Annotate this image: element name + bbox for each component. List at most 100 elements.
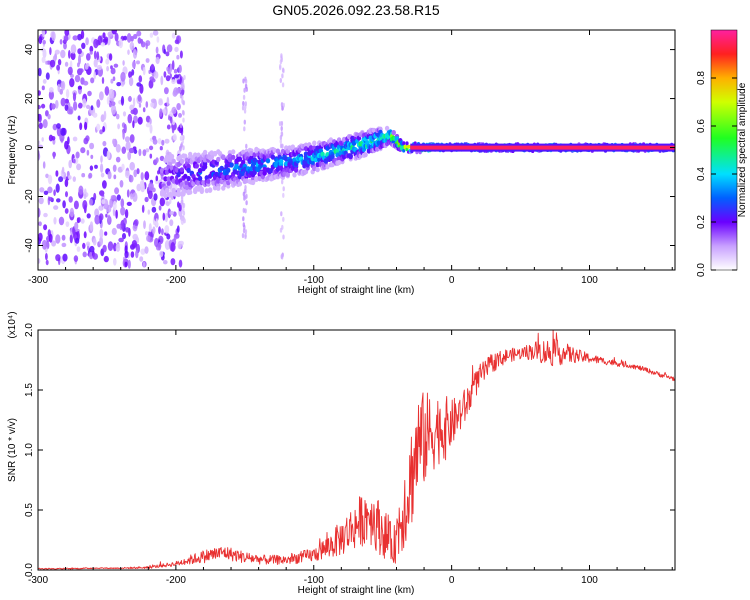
spectrogram-cell — [336, 159, 342, 166]
spectrogram-cell — [56, 64, 60, 71]
snr-series-line — [38, 330, 675, 570]
spectrogram-cell — [89, 198, 93, 206]
spectrogram-cell — [219, 165, 224, 171]
spectrogram-cell — [177, 201, 180, 208]
spectrogram-cell — [281, 179, 284, 185]
spectrogram-cell — [48, 87, 54, 93]
spectrogram-cell — [244, 178, 249, 184]
spectrogram-cell — [116, 223, 122, 229]
spectrogram-cell — [323, 158, 329, 164]
spectrogram-cell — [196, 180, 201, 186]
spectrogram-cell — [100, 163, 104, 173]
spectrogram-cell — [169, 210, 175, 216]
spectrogram-cell — [226, 174, 231, 180]
spectrogram-cell — [145, 231, 149, 236]
spectrogram-cell — [106, 96, 110, 105]
spectrogram-cell — [89, 50, 93, 55]
spectrogram-cell — [312, 140, 317, 146]
spectrogram-cell — [38, 90, 41, 96]
spectrogram-cell — [107, 31, 113, 37]
spectrogram-cell — [136, 82, 142, 87]
spectrogram-cell — [152, 138, 158, 145]
spectrogram-cell — [81, 42, 86, 49]
spectrogram-cell — [153, 193, 158, 201]
spectrogram-cell — [171, 158, 176, 164]
spectrogram-cell — [111, 227, 117, 236]
spectrogram-cell — [47, 114, 51, 120]
spectrogram-cell — [114, 32, 119, 42]
spectrogram-cell — [341, 136, 347, 142]
spectrogram-cell — [280, 53, 283, 59]
spectrogram-cell — [96, 64, 103, 71]
spectrogram-cell — [112, 138, 116, 145]
spectrogram-cell — [292, 172, 297, 178]
spectrogram-cell — [163, 48, 166, 55]
spectrogram-cell — [110, 78, 114, 84]
spectrogram-cell — [101, 77, 105, 84]
spectrogram-cell — [237, 156, 243, 162]
spectrogram-cell — [126, 201, 132, 206]
spectrogram-cell — [59, 39, 63, 45]
spectrogram-cell — [53, 205, 59, 210]
spectrogram-cell — [122, 60, 125, 66]
spectrogram-cell — [150, 102, 155, 108]
spectrogram-cell — [124, 136, 130, 143]
spectrogram-cell — [64, 208, 69, 214]
spectrogram-cell — [138, 75, 143, 83]
spectrogram-cell — [176, 172, 181, 178]
spectrogram-cell — [115, 156, 121, 163]
spectrogram-cell — [49, 47, 52, 56]
spectrogram-cell — [202, 149, 208, 155]
spectrogram-cell — [38, 36, 43, 45]
spectrogram-cell — [155, 46, 159, 54]
spectrogram-cell — [129, 104, 135, 111]
colorbar: 0.0 0.2 0.4 0.6 0.8 Normalized spectral ampl… — [696, 29, 748, 277]
spectrogram-cell — [77, 217, 81, 223]
spectrogram-cell — [145, 101, 149, 108]
spectrogram-cell — [179, 158, 185, 164]
spectrogram-cell — [60, 127, 66, 136]
spectrogram-cell — [38, 113, 42, 123]
spectrogram-cell — [53, 189, 56, 196]
spectrogram-cell — [243, 119, 246, 125]
spectrogram-cell — [179, 135, 183, 141]
spectrogram-cell — [242, 94, 246, 100]
spectrogram-cell — [281, 67, 285, 73]
spectrogram-cell — [265, 158, 271, 164]
spectrogram-cell — [243, 108, 247, 114]
spectrogram-cell — [280, 121, 284, 126]
spectrogram-cell — [242, 222, 245, 228]
spectrogram-x-tick-label: -100 — [304, 275, 324, 286]
spectrogram-cell — [129, 134, 135, 143]
spectrogram-cell — [130, 251, 135, 258]
spectrogram-cell — [157, 170, 160, 175]
spectrogram-cell — [41, 239, 48, 250]
spectrogram-y-tick-label: 40 — [24, 44, 35, 56]
spectrogram-cell — [108, 53, 113, 61]
spectrogram-cell — [174, 167, 180, 173]
spectrogram-cell — [156, 36, 160, 43]
spectrogram-cell — [82, 251, 87, 258]
spectrogram-cell — [149, 145, 154, 151]
spectrogram-cell — [132, 49, 138, 59]
spectrogram-cell — [93, 71, 96, 80]
spectrogram-cell — [176, 79, 182, 85]
spectrogram-cell — [183, 153, 188, 159]
spectrogram-cell — [280, 211, 283, 217]
spectrogram-cell — [80, 218, 85, 224]
snr-x-tick-label: -300 — [28, 575, 48, 586]
spectrogram-cell — [69, 78, 75, 88]
spectrogram-cell — [196, 152, 201, 158]
spectrogram-cell — [62, 200, 66, 209]
spectrogram-cell — [241, 233, 245, 239]
spectrogram-cell — [242, 207, 245, 213]
spectrogram-cell — [165, 75, 171, 82]
spectrogram-cell — [112, 164, 117, 172]
spectrogram-cell — [48, 233, 53, 243]
spectrogram-cell — [116, 82, 122, 87]
spectrogram-cell — [100, 42, 106, 47]
spectrogram-cell — [118, 38, 124, 49]
colorbar-tick-label: 0.8 — [696, 71, 707, 85]
spectrogram-cell — [96, 123, 101, 131]
spectrogram-cell — [87, 90, 92, 97]
